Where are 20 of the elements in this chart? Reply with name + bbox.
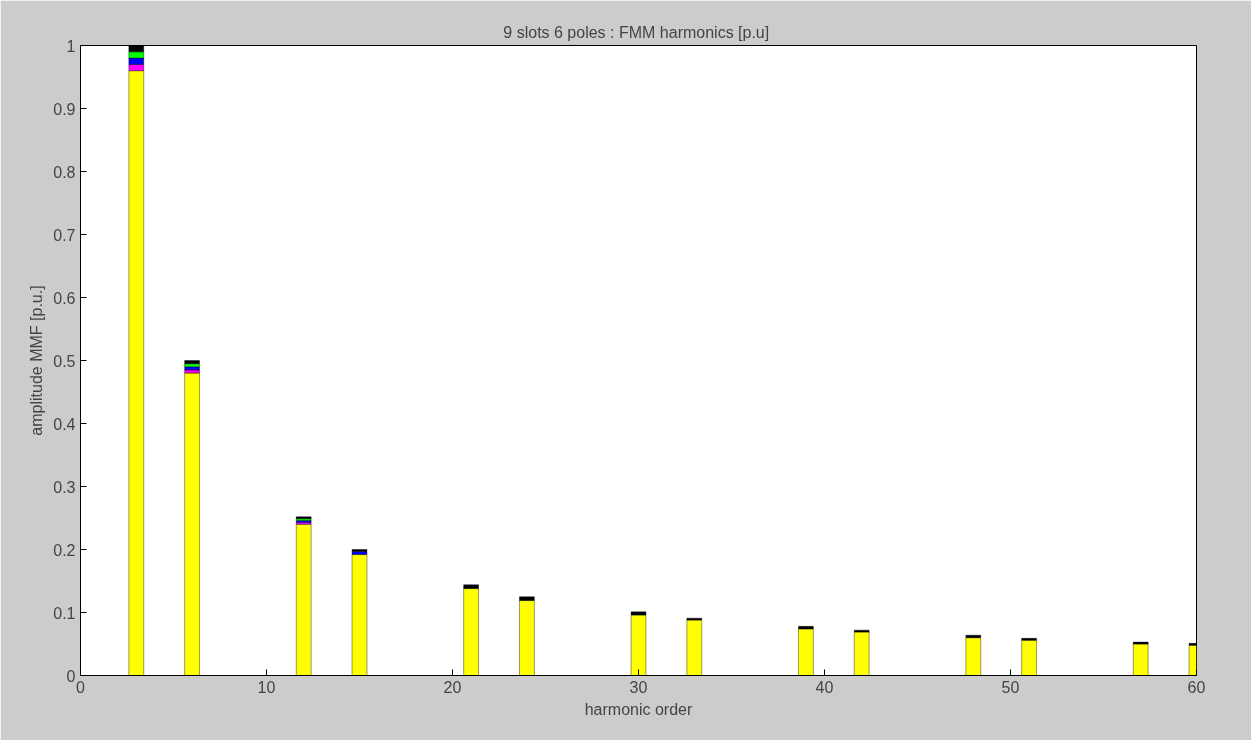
x-tick-label: 20 (443, 678, 462, 696)
y-tick-label: 0.1 (53, 604, 76, 622)
y-tick-label: 0.2 (53, 541, 76, 559)
x-tick-label: 10 (257, 678, 276, 696)
y-tick-label: 0.8 (53, 163, 76, 181)
y-tick-label: 0.5 (53, 352, 76, 370)
y-tick-label: 0 (66, 667, 76, 685)
x-tick-label: 60 (1187, 678, 1206, 696)
y-tick-label: 0.9 (53, 100, 76, 118)
y-tick-label: 0.7 (53, 226, 76, 244)
x-tick-label: 50 (1001, 678, 1020, 696)
x-tick-label: 30 (629, 678, 648, 696)
x-axis-title: harmonic order (584, 700, 693, 718)
y-tick-label: 0.6 (53, 289, 76, 307)
x-tick-label: 40 (815, 678, 834, 696)
y-axis-title: amplitude MMF [p.u.] (28, 285, 46, 436)
y-tick-label: 0.4 (53, 415, 76, 433)
y-tick-label: 1 (66, 37, 76, 55)
chart-title: 9 slots 6 poles : FMM harmonics [p.u] (503, 23, 770, 41)
y-tick-label: 0.3 (53, 478, 76, 496)
